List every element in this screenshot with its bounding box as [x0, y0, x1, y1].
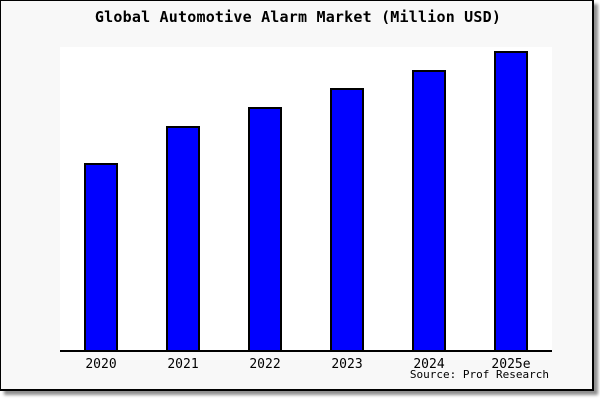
plot-area — [60, 47, 552, 352]
bar-2022 — [248, 107, 282, 352]
x-tick-label-2024: 2024 — [413, 357, 445, 372]
x-tick-label-2020: 2020 — [85, 357, 117, 372]
bar-2020 — [84, 163, 118, 352]
x-tick-label-2023: 2023 — [331, 357, 363, 372]
chart-title: Global Automotive Alarm Market (Million … — [94, 8, 502, 26]
bar-slot-2020 — [60, 47, 142, 352]
chart-frame: Global Automotive Alarm Market (Million … — [0, 0, 594, 391]
bar-slot-2022 — [224, 47, 306, 352]
x-tick-label-2021: 2021 — [167, 357, 199, 372]
bar-slot-2023 — [306, 47, 388, 352]
bar-slot-2025e — [470, 47, 552, 352]
bar-2024 — [412, 70, 446, 352]
bar-slot-2024 — [388, 47, 470, 352]
x-axis-line — [60, 350, 552, 352]
x-axis-labels: 2020 2021 2022 2023 2024 2025e — [60, 357, 552, 372]
x-tick-label-2025e: 2025e — [491, 357, 531, 372]
bar-2023 — [330, 88, 364, 352]
bars — [60, 47, 552, 352]
source-note: Source: Prof Research — [409, 368, 549, 381]
x-tick-label-2022: 2022 — [249, 357, 281, 372]
bar-2025e — [494, 51, 528, 352]
bar-slot-2021 — [142, 47, 224, 352]
bar-2021 — [166, 126, 200, 352]
